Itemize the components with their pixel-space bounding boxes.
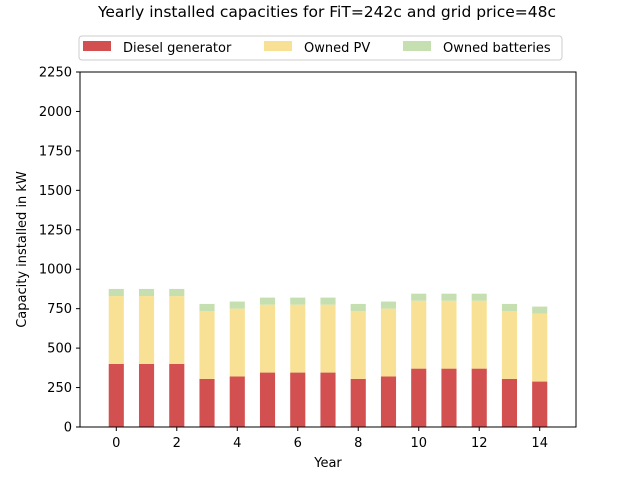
bar-segment-owned-batteries-9 <box>380 301 397 309</box>
bar-segment-owned-pv-7 <box>320 304 336 373</box>
x-tick-label: 10 <box>410 436 427 451</box>
bar-segment-owned-pv-4 <box>229 308 245 377</box>
bar-segment-owned-batteries-11 <box>441 293 457 301</box>
legend-label: Owned PV <box>304 41 370 56</box>
bar-segment-owned-pv-12 <box>471 300 487 369</box>
x-tick-label: 14 <box>531 436 548 451</box>
x-tick-label: 4 <box>233 436 241 451</box>
bar-segment-diesel-generator-12 <box>471 368 487 427</box>
legend-label: Diesel generator <box>123 41 232 56</box>
legend-swatch <box>403 41 431 51</box>
y-tick-label: 750 <box>47 302 72 317</box>
bar-segment-owned-batteries-5 <box>259 297 276 305</box>
y-axis-label: Capacity installed in kW <box>15 171 30 328</box>
bar-segment-diesel-generator-10 <box>411 368 427 427</box>
bar-segment-diesel-generator-14 <box>532 381 548 427</box>
bar-segment-owned-pv-1 <box>138 296 155 364</box>
bar-segment-owned-batteries-13 <box>501 303 518 312</box>
legend-frame <box>78 35 563 61</box>
bar-segment-owned-pv-14 <box>532 313 548 382</box>
legend-swatch <box>83 41 111 51</box>
bar-segment-diesel-generator-1 <box>138 363 155 427</box>
x-axis: 0 2 4 6 8 10 12 14 <box>112 427 548 451</box>
bar-segment-owned-batteries-10 <box>411 293 427 301</box>
bar-segment-diesel-generator-6 <box>290 372 306 427</box>
x-tick-label: 8 <box>354 436 362 451</box>
bar-segment-diesel-generator-3 <box>199 378 215 427</box>
bar-segment-diesel-generator-4 <box>229 376 245 427</box>
bar-segment-diesel-generator-11 <box>441 368 457 427</box>
bar-segment-diesel-generator-9 <box>380 376 397 427</box>
legend-swatch <box>264 41 292 51</box>
bars-group <box>108 288 548 427</box>
bar-segment-owned-batteries-14 <box>532 306 548 314</box>
bar-segment-owned-pv-13 <box>501 311 518 379</box>
bar-segment-owned-batteries-1 <box>138 288 155 297</box>
y-tick-label: 500 <box>47 342 72 357</box>
bar-segment-owned-pv-6 <box>290 304 306 373</box>
legend: Diesel generator Owned PV Owned batteries <box>78 35 563 61</box>
legend-label: Owned batteries <box>443 41 551 56</box>
x-tick-label: 0 <box>112 436 120 451</box>
bar-segment-owned-batteries-12 <box>471 293 487 301</box>
bar-segment-owned-batteries-7 <box>320 297 336 305</box>
bar-segment-owned-pv-9 <box>380 308 397 377</box>
x-tick-label: 6 <box>294 436 302 451</box>
y-tick-label: 1500 <box>39 184 72 199</box>
bar-segment-owned-pv-8 <box>350 311 366 379</box>
y-tick-label: 2000 <box>39 105 72 120</box>
x-tick-label: 2 <box>173 436 181 451</box>
bar-segment-owned-pv-11 <box>441 300 457 369</box>
y-tick-label: 2250 <box>39 66 72 81</box>
plot-frame <box>79 71 577 428</box>
bar-segment-owned-batteries-6 <box>290 297 306 305</box>
bar-segment-diesel-generator-0 <box>108 363 124 427</box>
bar-segment-owned-batteries-0 <box>108 288 124 297</box>
bar-segment-owned-pv-0 <box>108 296 124 364</box>
bar-segment-owned-pv-5 <box>259 304 276 373</box>
chart-title: Yearly installed capacities for FiT=242c… <box>97 3 556 21</box>
bar-segment-owned-pv-3 <box>199 311 215 379</box>
y-tick-label: 250 <box>47 381 72 396</box>
bar-segment-owned-batteries-8 <box>350 303 366 312</box>
bar-segment-owned-pv-10 <box>411 300 427 369</box>
bar-segment-owned-batteries-2 <box>169 288 185 297</box>
y-tick-label: 1000 <box>39 263 72 278</box>
y-tick-label: 0 <box>64 421 72 436</box>
bar-segment-owned-batteries-3 <box>199 303 215 312</box>
bar-segment-diesel-generator-2 <box>169 363 185 427</box>
bar-segment-diesel-generator-5 <box>259 372 276 427</box>
bar-segment-owned-pv-2 <box>169 296 185 364</box>
x-tick-label: 12 <box>471 436 488 451</box>
bar-segment-diesel-generator-8 <box>350 378 366 427</box>
bar-segment-owned-batteries-4 <box>229 301 245 309</box>
bar-segment-diesel-generator-7 <box>320 372 336 427</box>
y-tick-label: 1250 <box>39 223 72 238</box>
x-axis-label: Year <box>313 456 342 471</box>
y-tick-label: 1750 <box>39 144 72 159</box>
bar-segment-diesel-generator-13 <box>501 378 518 427</box>
y-axis: 0 250 500 750 1000 1250 1500 1750 2000 2250 <box>39 66 80 436</box>
